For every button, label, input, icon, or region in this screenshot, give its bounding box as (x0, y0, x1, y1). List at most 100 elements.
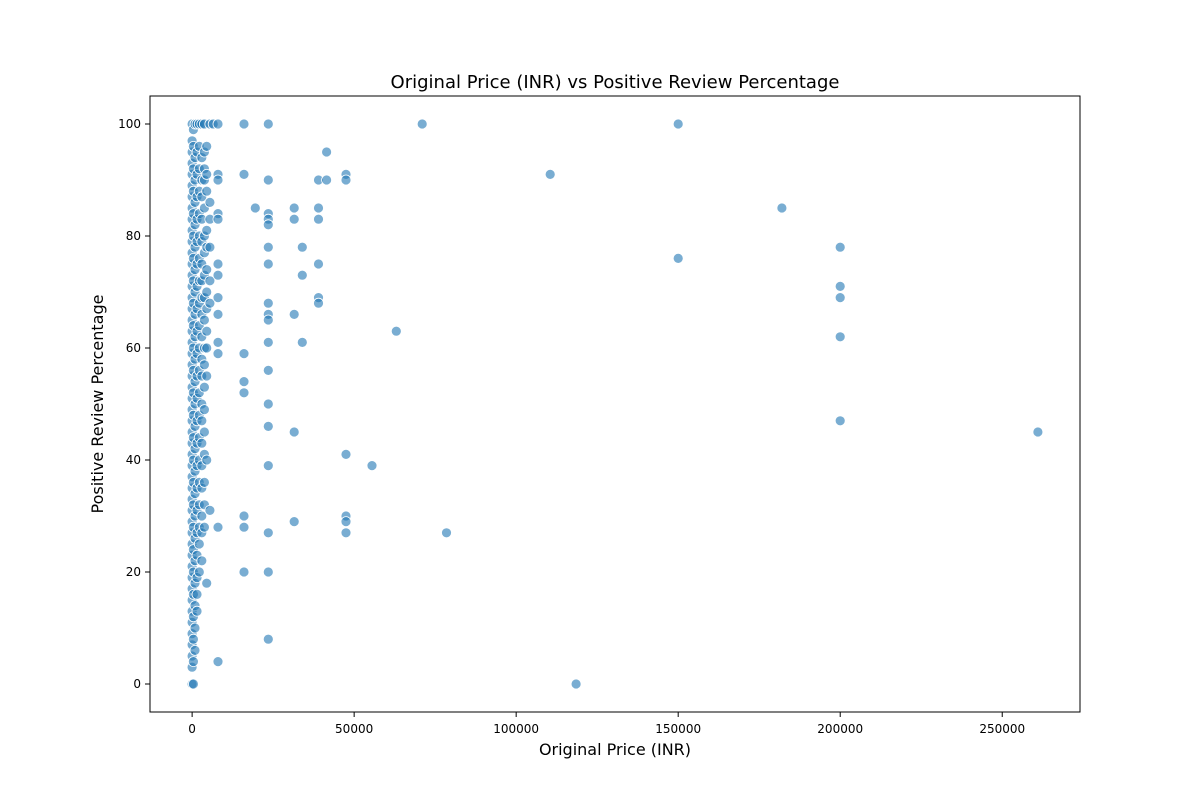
x-tick-label: 250000 (979, 722, 1025, 736)
data-point-184 (201, 140, 213, 152)
data-point-185 (201, 168, 213, 180)
data-point-202 (204, 297, 216, 309)
data-point-244 (262, 633, 274, 645)
data-point-242 (262, 527, 274, 539)
data-point-281 (1032, 426, 1044, 438)
data-point-249 (288, 516, 300, 527)
data-point-256 (313, 258, 324, 270)
data-point-223 (238, 510, 250, 522)
data-point-259 (321, 146, 333, 158)
chart-title: Original Price (INR) vs Positive Review … (391, 72, 840, 93)
data-point-222 (238, 387, 250, 399)
data-point-236 (262, 314, 274, 326)
data-point-73 (187, 633, 199, 645)
data-point-122 (191, 605, 203, 617)
y-tick-label: 20 (126, 565, 141, 579)
x-tick-label: 100000 (493, 722, 539, 736)
data-point-274 (672, 252, 684, 264)
data-point-142 (193, 538, 205, 550)
data-point-277 (834, 280, 846, 292)
data-point-164 (196, 555, 208, 567)
data-point-121 (191, 589, 203, 600)
data-point-240 (262, 420, 274, 432)
data-point-232 (262, 241, 274, 253)
data-point-247 (288, 308, 300, 320)
data-point-266 (340, 527, 352, 539)
data-point-217 (212, 656, 224, 667)
y-tick-label: 100 (118, 117, 141, 131)
x-tick-label: 150000 (655, 722, 701, 736)
x-axis-label: Original Price (INR) (539, 740, 691, 759)
data-point-252 (296, 336, 308, 348)
data-point-215 (212, 348, 224, 360)
data-point-213 (212, 308, 224, 320)
plot-frame (149, 95, 1081, 713)
data-point-276 (834, 241, 846, 253)
data-point-237 (262, 336, 274, 348)
data-point-255 (313, 213, 324, 225)
data-point-181 (198, 476, 210, 488)
data-point-228 (262, 174, 274, 186)
data-point-203 (204, 504, 216, 516)
data-points (186, 118, 1044, 690)
data-point-212 (212, 292, 224, 304)
data-point-243 (262, 566, 274, 578)
data-point-270 (441, 527, 452, 539)
data-point-248 (288, 426, 300, 438)
data-point-75 (187, 678, 199, 690)
data-point-189 (201, 264, 213, 276)
x-axis-ticks: 0 50000 100000 150000 200000 250000 (188, 712, 1025, 736)
data-point-269 (416, 118, 428, 130)
data-point-239 (262, 398, 274, 410)
data-point-220 (238, 348, 250, 360)
data-point-263 (340, 448, 352, 460)
data-point-226 (249, 202, 261, 214)
y-axis-label: Positive Review Percentage (88, 295, 107, 514)
data-point-262 (340, 174, 352, 186)
data-point-194 (201, 370, 213, 382)
data-point-174 (198, 314, 210, 326)
data-point-211 (212, 269, 224, 281)
data-point-219 (238, 168, 250, 180)
data-point-216 (212, 521, 224, 533)
data-point-246 (288, 213, 300, 225)
data-point-271 (544, 168, 556, 180)
x-tick-label: 200000 (817, 722, 863, 736)
data-point-195 (201, 454, 213, 466)
data-point-233 (262, 258, 274, 270)
data-point-241 (262, 460, 274, 472)
data-point-218 (238, 118, 250, 130)
data-point-273 (672, 118, 684, 130)
x-tick-label: 50000 (335, 722, 373, 736)
y-tick-label: 0 (133, 677, 141, 691)
data-point-225 (238, 566, 250, 578)
data-point-209 (212, 213, 224, 225)
data-point-177 (198, 381, 210, 393)
data-point-254 (313, 202, 324, 214)
data-point-187 (201, 224, 213, 236)
data-point-250 (296, 241, 308, 253)
data-point-268 (390, 325, 402, 337)
y-tick-label: 40 (126, 453, 141, 467)
data-point-231 (262, 219, 274, 231)
data-point-265 (340, 516, 352, 527)
data-point-267 (366, 460, 378, 472)
data-point-186 (201, 185, 213, 197)
data-point-238 (262, 364, 274, 376)
y-tick-label: 80 (126, 229, 141, 243)
data-point-207 (212, 174, 224, 186)
x-tick-label: 0 (188, 722, 196, 736)
data-point-158 (196, 415, 208, 427)
data-point-260 (321, 174, 333, 186)
data-point-245 (288, 202, 300, 214)
data-point-234 (262, 297, 274, 309)
data-point-193 (201, 342, 213, 354)
data-point-176 (198, 359, 210, 371)
data-point-162 (196, 510, 208, 522)
data-point-201 (204, 275, 216, 287)
data-point-196 (201, 577, 213, 589)
data-point-192 (201, 325, 213, 337)
data-point-190 (201, 286, 213, 298)
data-point-221 (238, 376, 250, 388)
data-point-143 (193, 566, 205, 578)
